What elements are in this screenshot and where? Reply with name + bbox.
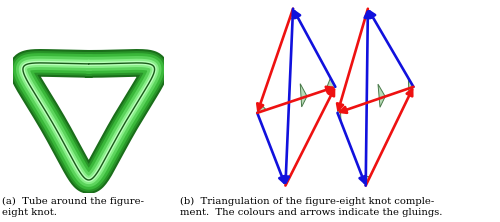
- Polygon shape: [338, 104, 341, 122]
- Polygon shape: [300, 84, 307, 107]
- Polygon shape: [366, 176, 370, 186]
- Polygon shape: [365, 9, 374, 19]
- Polygon shape: [378, 84, 385, 107]
- Polygon shape: [257, 104, 266, 113]
- Polygon shape: [408, 78, 414, 96]
- Polygon shape: [290, 9, 298, 19]
- Polygon shape: [326, 78, 336, 90]
- Text: (a)  Tube around the figure-
eight knot.: (a) Tube around the figure- eight knot.: [2, 196, 144, 217]
- Polygon shape: [362, 176, 366, 186]
- Text: (b)  Triangulation of the figure-eight knot comple-
ment.  The colours and arrow: (b) Triangulation of the figure-eight kn…: [180, 196, 442, 217]
- Polygon shape: [282, 176, 286, 186]
- Polygon shape: [286, 176, 290, 186]
